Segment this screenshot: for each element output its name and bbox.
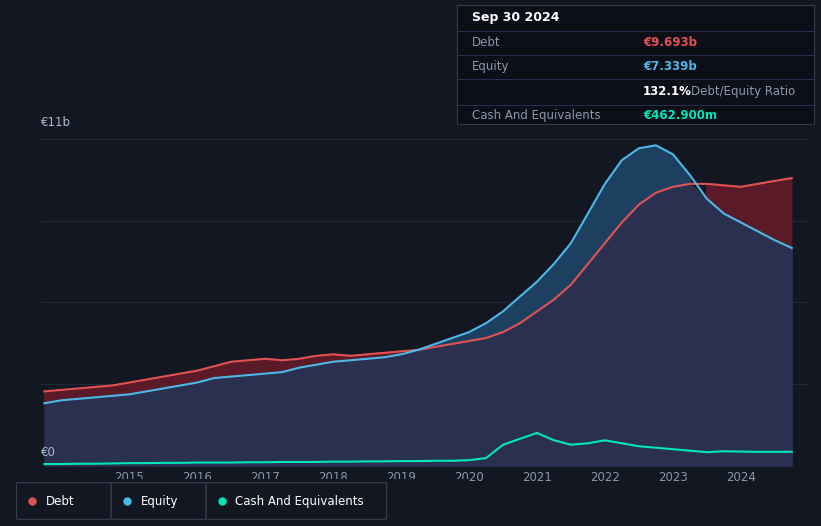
FancyBboxPatch shape (206, 483, 387, 519)
Text: Cash And Equivalents: Cash And Equivalents (236, 494, 364, 508)
Text: Equity: Equity (140, 494, 178, 508)
FancyBboxPatch shape (112, 483, 206, 519)
FancyBboxPatch shape (16, 483, 112, 519)
Text: Cash And Equivalents: Cash And Equivalents (471, 109, 600, 122)
Text: Equity: Equity (471, 60, 509, 73)
Text: €7.339b: €7.339b (643, 60, 697, 73)
Text: Sep 30 2024: Sep 30 2024 (471, 11, 559, 24)
Text: €9.693b: €9.693b (643, 36, 697, 49)
Text: Debt: Debt (471, 36, 500, 49)
Text: €11b: €11b (41, 116, 71, 129)
Text: Debt: Debt (46, 494, 75, 508)
Text: Debt/Equity Ratio: Debt/Equity Ratio (691, 85, 796, 98)
Text: €462.900m: €462.900m (643, 109, 717, 122)
Text: 132.1%: 132.1% (643, 85, 692, 98)
Text: €0: €0 (41, 446, 56, 459)
